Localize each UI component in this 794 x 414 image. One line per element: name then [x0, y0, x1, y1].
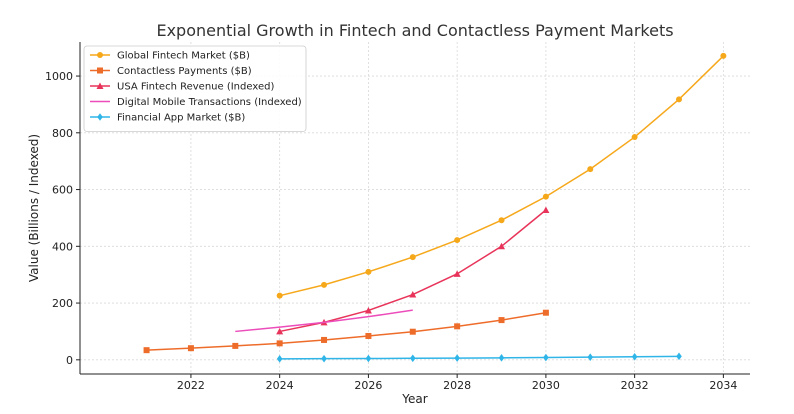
data-point: [453, 270, 461, 277]
x-tick-label: 2028: [443, 379, 471, 392]
series-line: [146, 311, 547, 351]
legend-item: Contactless Payments ($B): [90, 66, 252, 77]
y-tick-label: 1000: [45, 70, 73, 83]
data-point: [364, 306, 372, 314]
data-point: [276, 292, 283, 299]
x-tick-label: 2032: [621, 379, 649, 392]
data-point: [409, 254, 416, 261]
x-tick-label: 2034: [709, 379, 737, 392]
data-point: [232, 342, 239, 349]
data-point: [321, 354, 327, 363]
data-point: [454, 323, 461, 330]
data-point: [587, 166, 594, 173]
data-point: [365, 268, 372, 275]
chart-title: Exponential Growth in Fintech and Contac…: [156, 21, 673, 40]
data-point: [454, 354, 460, 362]
data-point: [97, 67, 103, 74]
data-point: [365, 332, 372, 339]
y-tick-label: 200: [52, 297, 73, 310]
data-point: [321, 281, 328, 288]
legend-label: Financial App Market ($B): [117, 113, 245, 124]
axes: 2022 2024 2026 2028 2030 2032 2034 0 200 400 600 80…: [45, 42, 750, 392]
data-point: [454, 237, 461, 244]
series-group: [143, 52, 727, 363]
data-point: [276, 340, 283, 347]
data-point: [97, 52, 103, 58]
data-point: [498, 354, 505, 362]
data-point: [409, 354, 416, 363]
data-point: [542, 309, 549, 316]
data-point: [631, 134, 638, 141]
series-line: [279, 55, 724, 297]
x-axis-label: Year: [401, 392, 427, 406]
legend-item: Global Fintech Market ($B): [90, 51, 250, 62]
series-line: [279, 355, 680, 360]
data-point: [720, 52, 727, 59]
data-point: [542, 206, 550, 213]
legend-item: Digital Mobile Transactions (Indexed): [90, 97, 302, 108]
x-tick-label: 2022: [177, 379, 205, 392]
data-point: [409, 291, 417, 298]
legend-label: Contactless Payments ($B): [117, 66, 252, 77]
grid: [80, 42, 750, 374]
legend-box: [83, 45, 307, 132]
data-point: [96, 82, 104, 89]
data-point: [498, 217, 505, 224]
x-tick-label: 2024: [266, 379, 294, 392]
legend-label: Global Fintech Market ($B): [117, 51, 250, 62]
data-point: [676, 96, 683, 103]
data-point: [676, 352, 682, 361]
series-3: [276, 206, 550, 335]
data-point: [276, 355, 283, 363]
y-tick-label: 600: [52, 184, 73, 197]
legend-item: Financial App Market ($B): [90, 113, 245, 124]
x-tick-label: 2030: [532, 379, 560, 392]
legend-label: Digital Mobile Transactions (Indexed): [117, 97, 302, 108]
data-point: [187, 345, 194, 352]
y-tick-label: 800: [52, 127, 73, 140]
series-1: [276, 52, 727, 299]
series-line: [279, 209, 547, 333]
legend-item: USA Fintech Revenue (Indexed): [90, 82, 274, 93]
x-tick-label: 2026: [354, 379, 382, 392]
legend: Global Fintech Market ($B) Contactless Pa…: [83, 45, 307, 132]
data-point: [587, 353, 594, 361]
series-line: [235, 309, 413, 333]
series-5: [276, 352, 682, 363]
y-tick-label: 0: [66, 354, 73, 367]
y-tick-label: 400: [52, 240, 73, 253]
data-point: [409, 328, 416, 335]
series-2: [143, 309, 549, 354]
data-point: [498, 242, 506, 250]
data-point: [365, 354, 372, 363]
series-4: [235, 309, 413, 333]
data-point: [321, 336, 328, 343]
data-point: [276, 327, 284, 335]
data-point: [143, 347, 150, 354]
data-point: [543, 353, 549, 362]
data-point: [542, 193, 549, 200]
legend-label: USA Fintech Revenue (Indexed): [117, 82, 274, 93]
data-point: [498, 317, 505, 324]
data-point: [97, 113, 103, 121]
data-point: [631, 352, 638, 361]
y-axis-label: Value (Billions / Indexed): [27, 134, 41, 282]
